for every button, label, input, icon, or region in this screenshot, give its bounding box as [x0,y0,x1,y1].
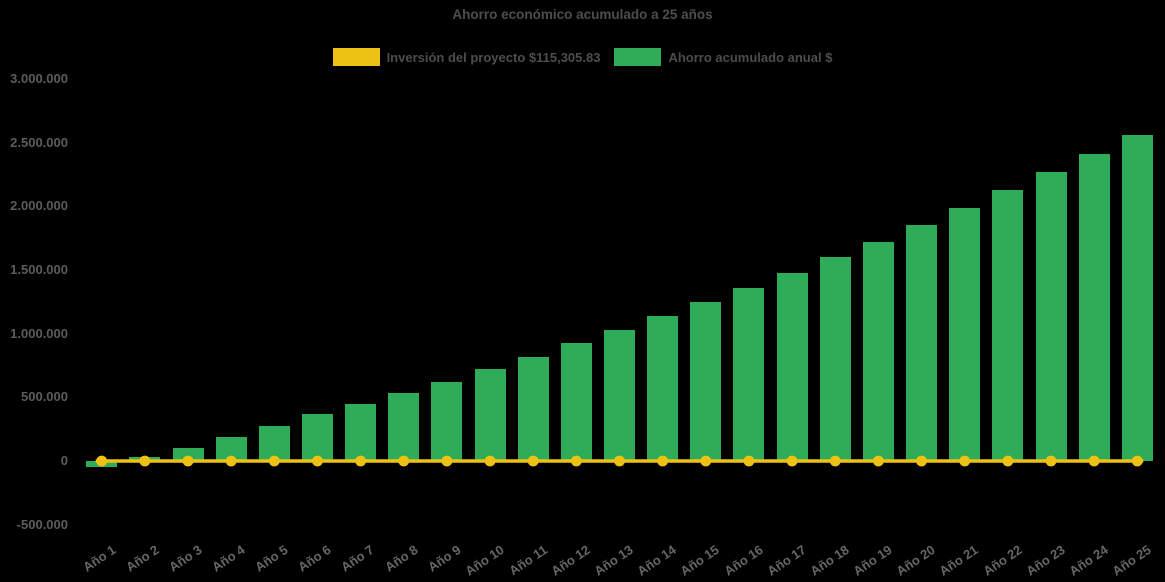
investment-line-marker [527,455,539,467]
investment-line-marker [959,455,971,467]
investment-line-marker [786,455,798,467]
bar-año-25 [1122,135,1153,461]
investment-line-marker [916,455,927,467]
chart-title: Ahorro económico acumulado a 25 años [452,7,713,22]
bar-año-19 [863,242,894,461]
investment-line-marker [743,455,755,467]
bar-año-5 [259,426,290,461]
y-tick-label: 1.500.000 [10,261,68,277]
legend-label-investment: Inversión del proyecto $115,305.83 [386,49,601,65]
bar-año-21 [949,208,980,461]
y-tick-label: 1.000.000 [10,325,68,341]
y-tick-label: 0 [60,453,68,468]
legend-item-savings: Ahorro acumulado anual $ [614,48,832,66]
bar-año-14 [647,316,678,461]
bar-año-16 [733,288,764,461]
bar-año-11 [518,357,549,461]
y-tick-label: 2.000.000 [10,198,68,214]
investment-line-marker [1131,455,1143,467]
investment-line-marker [398,455,410,467]
investment-line-marker [268,455,280,467]
bar-año-10 [475,369,506,461]
investment-line-marker [96,455,108,467]
bar-año-17 [777,273,808,461]
investment-line-marker [700,455,712,467]
investment-line-marker [225,455,237,467]
legend-item-investment: Inversión del proyecto $115,305.83 [332,48,601,66]
investment-line-marker [570,455,582,467]
investment-line-marker [829,455,841,467]
investment-line-marker [484,455,496,467]
investment-line-swatch [332,48,380,66]
investment-line-marker [441,455,453,467]
investment-line-marker [1088,455,1100,467]
bar-año-15 [690,302,721,461]
investment-line-marker [355,455,366,467]
y-tick-label: 500.000 [21,389,68,405]
bar-año-20 [906,225,937,461]
bar-año-22 [992,190,1023,461]
bar-año-13 [604,330,635,461]
investment-line-marker [873,455,884,467]
bar-año-12 [561,343,592,461]
bar-año-7 [345,404,376,461]
investment-line-marker [1045,455,1057,467]
investment-line-marker [657,455,669,467]
investment-line-marker [312,455,323,467]
investment-line-marker [1002,455,1014,467]
investment-line-marker [182,455,194,467]
y-tick-label: 2.500.000 [10,134,68,150]
bar-año-23 [1036,172,1067,461]
legend-label-savings: Ahorro acumulado anual $ [668,49,833,65]
investment-line-marker [139,455,151,467]
bar-año-6 [302,414,333,461]
investment-line-marker [614,455,625,467]
savings-bar-swatch [614,48,662,66]
y-tick-label: 3.000.000 [10,70,68,86]
bar-año-3 [173,448,204,461]
bar-año-18 [820,257,851,461]
legend: Inversión del proyecto $115,305.83 Ahorr… [0,48,1165,66]
bar-año-24 [1079,154,1110,461]
bar-año-8 [388,393,419,461]
bar-año-9 [431,382,462,461]
y-tick-label: -500.000 [16,516,68,532]
